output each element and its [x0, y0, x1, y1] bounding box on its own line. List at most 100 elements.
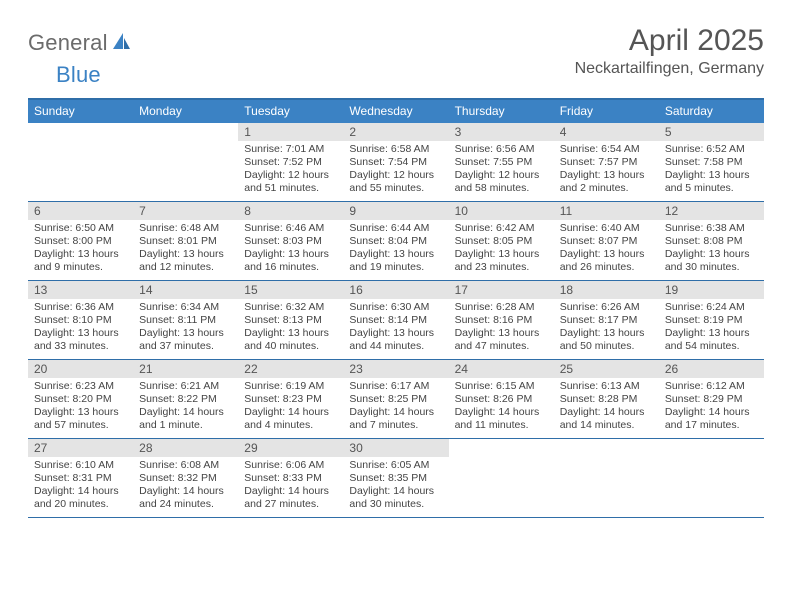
day-cell: 18Sunrise: 6:26 AMSunset: 8:17 PMDayligh… — [554, 281, 659, 359]
dow-saturday: Saturday — [659, 100, 764, 123]
day-number: 4 — [554, 123, 659, 141]
daylight-text: Daylight: 13 hours and 50 minutes. — [560, 327, 653, 353]
sunrise-text: Sunrise: 6:44 AM — [349, 222, 442, 235]
sunset-text: Sunset: 8:19 PM — [665, 314, 758, 327]
day-cell: 28Sunrise: 6:08 AMSunset: 8:32 PMDayligh… — [133, 439, 238, 517]
sunset-text: Sunset: 8:22 PM — [139, 393, 232, 406]
day-number: 22 — [238, 360, 343, 378]
day-body: Sunrise: 6:30 AMSunset: 8:14 PMDaylight:… — [343, 299, 448, 358]
daylight-text: Daylight: 14 hours and 27 minutes. — [244, 485, 337, 511]
day-number: 21 — [133, 360, 238, 378]
sunrise-text: Sunrise: 6:23 AM — [34, 380, 127, 393]
day-body: Sunrise: 6:21 AMSunset: 8:22 PMDaylight:… — [133, 378, 238, 437]
sunset-text: Sunset: 8:32 PM — [139, 472, 232, 485]
day-cell: 5Sunrise: 6:52 AMSunset: 7:58 PMDaylight… — [659, 123, 764, 201]
daylight-text: Daylight: 13 hours and 26 minutes. — [560, 248, 653, 274]
day-body: Sunrise: 6:36 AMSunset: 8:10 PMDaylight:… — [28, 299, 133, 358]
day-body: Sunrise: 6:23 AMSunset: 8:20 PMDaylight:… — [28, 378, 133, 437]
week-row: 13Sunrise: 6:36 AMSunset: 8:10 PMDayligh… — [28, 281, 764, 360]
sunrise-text: Sunrise: 7:01 AM — [244, 143, 337, 156]
sunset-text: Sunset: 8:16 PM — [455, 314, 548, 327]
daylight-text: Daylight: 14 hours and 20 minutes. — [34, 485, 127, 511]
day-body: Sunrise: 6:26 AMSunset: 8:17 PMDaylight:… — [554, 299, 659, 358]
day-number: 16 — [343, 281, 448, 299]
sunrise-text: Sunrise: 6:26 AM — [560, 301, 653, 314]
day-body: Sunrise: 6:17 AMSunset: 8:25 PMDaylight:… — [343, 378, 448, 437]
daylight-text: Daylight: 13 hours and 30 minutes. — [665, 248, 758, 274]
day-body: Sunrise: 6:13 AMSunset: 8:28 PMDaylight:… — [554, 378, 659, 437]
day-number: 14 — [133, 281, 238, 299]
day-cell: 4Sunrise: 6:54 AMSunset: 7:57 PMDaylight… — [554, 123, 659, 201]
sunrise-text: Sunrise: 6:05 AM — [349, 459, 442, 472]
day-number: 24 — [449, 360, 554, 378]
sunrise-text: Sunrise: 6:30 AM — [349, 301, 442, 314]
sunrise-text: Sunrise: 6:58 AM — [349, 143, 442, 156]
sunset-text: Sunset: 8:01 PM — [139, 235, 232, 248]
day-cell: 21Sunrise: 6:21 AMSunset: 8:22 PMDayligh… — [133, 360, 238, 438]
dow-monday: Monday — [133, 100, 238, 123]
sunset-text: Sunset: 8:23 PM — [244, 393, 337, 406]
day-cell: 17Sunrise: 6:28 AMSunset: 8:16 PMDayligh… — [449, 281, 554, 359]
day-cell: 29Sunrise: 6:06 AMSunset: 8:33 PMDayligh… — [238, 439, 343, 517]
empty-day-cell — [659, 439, 764, 517]
day-body: Sunrise: 6:34 AMSunset: 8:11 PMDaylight:… — [133, 299, 238, 358]
dow-thursday: Thursday — [449, 100, 554, 123]
day-of-week-header: Sunday Monday Tuesday Wednesday Thursday… — [28, 100, 764, 123]
day-body: Sunrise: 6:54 AMSunset: 7:57 PMDaylight:… — [554, 141, 659, 200]
daylight-text: Daylight: 13 hours and 44 minutes. — [349, 327, 442, 353]
sunrise-text: Sunrise: 6:10 AM — [34, 459, 127, 472]
day-cell: 27Sunrise: 6:10 AMSunset: 8:31 PMDayligh… — [28, 439, 133, 517]
daylight-text: Daylight: 14 hours and 1 minute. — [139, 406, 232, 432]
day-number: 15 — [238, 281, 343, 299]
day-number: 20 — [28, 360, 133, 378]
month-title: April 2025 — [575, 24, 764, 58]
daylight-text: Daylight: 12 hours and 58 minutes. — [455, 169, 548, 195]
day-number: 3 — [449, 123, 554, 141]
day-body: Sunrise: 6:42 AMSunset: 8:05 PMDaylight:… — [449, 220, 554, 279]
day-body: Sunrise: 6:50 AMSunset: 8:00 PMDaylight:… — [28, 220, 133, 279]
day-body: Sunrise: 6:08 AMSunset: 8:32 PMDaylight:… — [133, 457, 238, 516]
sunrise-text: Sunrise: 6:28 AM — [455, 301, 548, 314]
daylight-text: Daylight: 14 hours and 17 minutes. — [665, 406, 758, 432]
day-number: 10 — [449, 202, 554, 220]
empty-day-cell — [554, 439, 659, 517]
sunrise-text: Sunrise: 6:54 AM — [560, 143, 653, 156]
sunrise-text: Sunrise: 6:06 AM — [244, 459, 337, 472]
week-row: 1Sunrise: 7:01 AMSunset: 7:52 PMDaylight… — [28, 123, 764, 202]
sunset-text: Sunset: 8:20 PM — [34, 393, 127, 406]
sunset-text: Sunset: 8:26 PM — [455, 393, 548, 406]
daylight-text: Daylight: 14 hours and 14 minutes. — [560, 406, 653, 432]
sunrise-text: Sunrise: 6:21 AM — [139, 380, 232, 393]
daylight-text: Daylight: 14 hours and 30 minutes. — [349, 485, 442, 511]
daylight-text: Daylight: 14 hours and 11 minutes. — [455, 406, 548, 432]
sunrise-text: Sunrise: 6:56 AM — [455, 143, 548, 156]
sunrise-text: Sunrise: 6:48 AM — [139, 222, 232, 235]
day-body: Sunrise: 6:10 AMSunset: 8:31 PMDaylight:… — [28, 457, 133, 516]
sunrise-text: Sunrise: 6:34 AM — [139, 301, 232, 314]
day-number: 30 — [343, 439, 448, 457]
sunset-text: Sunset: 8:14 PM — [349, 314, 442, 327]
day-number: 27 — [28, 439, 133, 457]
day-cell: 2Sunrise: 6:58 AMSunset: 7:54 PMDaylight… — [343, 123, 448, 201]
day-body: Sunrise: 6:15 AMSunset: 8:26 PMDaylight:… — [449, 378, 554, 437]
sunrise-text: Sunrise: 6:12 AM — [665, 380, 758, 393]
sunset-text: Sunset: 8:10 PM — [34, 314, 127, 327]
sunrise-text: Sunrise: 6:38 AM — [665, 222, 758, 235]
day-cell: 26Sunrise: 6:12 AMSunset: 8:29 PMDayligh… — [659, 360, 764, 438]
day-number: 6 — [28, 202, 133, 220]
day-number: 11 — [554, 202, 659, 220]
day-cell: 25Sunrise: 6:13 AMSunset: 8:28 PMDayligh… — [554, 360, 659, 438]
location: Neckartailfingen, Germany — [575, 60, 764, 78]
day-body: Sunrise: 6:05 AMSunset: 8:35 PMDaylight:… — [343, 457, 448, 516]
day-number: 19 — [659, 281, 764, 299]
day-number: 29 — [238, 439, 343, 457]
sunset-text: Sunset: 8:04 PM — [349, 235, 442, 248]
sunset-text: Sunset: 7:54 PM — [349, 156, 442, 169]
day-cell: 24Sunrise: 6:15 AMSunset: 8:26 PMDayligh… — [449, 360, 554, 438]
sunrise-text: Sunrise: 6:13 AM — [560, 380, 653, 393]
daylight-text: Daylight: 13 hours and 9 minutes. — [34, 248, 127, 274]
sunset-text: Sunset: 8:28 PM — [560, 393, 653, 406]
sunset-text: Sunset: 8:11 PM — [139, 314, 232, 327]
sunrise-text: Sunrise: 6:52 AM — [665, 143, 758, 156]
sunrise-text: Sunrise: 6:36 AM — [34, 301, 127, 314]
